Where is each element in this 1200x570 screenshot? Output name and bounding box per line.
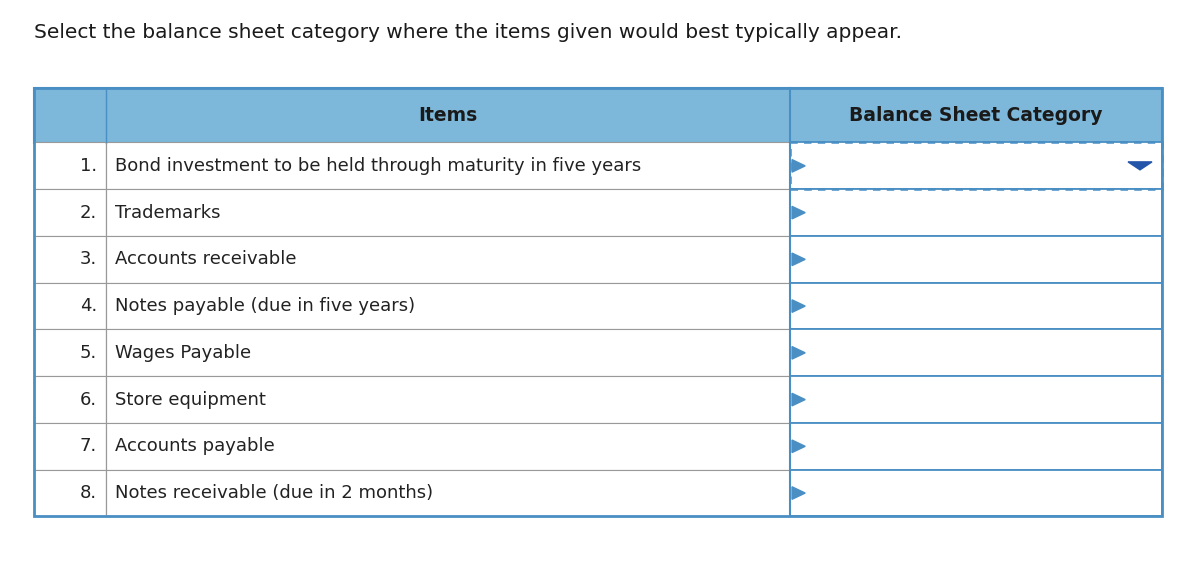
Text: Accounts receivable: Accounts receivable xyxy=(115,250,296,268)
Text: Bond investment to be held through maturity in five years: Bond investment to be held through matur… xyxy=(115,157,642,175)
Text: Select the balance sheet category where the items given would best typically app: Select the balance sheet category where … xyxy=(34,23,901,42)
Bar xyxy=(790,236,1162,283)
Bar xyxy=(34,423,106,470)
Polygon shape xyxy=(792,206,805,219)
Bar xyxy=(106,236,790,283)
Bar xyxy=(790,329,1162,376)
Bar xyxy=(790,376,1162,423)
Bar xyxy=(106,189,790,236)
Polygon shape xyxy=(792,393,805,406)
Polygon shape xyxy=(1128,162,1152,170)
Bar xyxy=(106,470,790,516)
Bar xyxy=(790,283,1162,329)
Bar xyxy=(106,142,790,189)
Text: 7.: 7. xyxy=(80,437,97,455)
Bar xyxy=(790,142,1162,189)
Text: Store equipment: Store equipment xyxy=(115,390,266,409)
Bar xyxy=(34,329,106,376)
Text: 8.: 8. xyxy=(80,484,97,502)
Bar xyxy=(34,142,106,189)
Polygon shape xyxy=(792,300,805,312)
Text: 5.: 5. xyxy=(80,344,97,362)
Polygon shape xyxy=(792,160,805,172)
Bar xyxy=(34,88,1162,516)
Text: 2.: 2. xyxy=(80,203,97,222)
Text: 1.: 1. xyxy=(80,157,97,175)
Polygon shape xyxy=(792,253,805,266)
Bar xyxy=(34,470,106,516)
Text: Accounts payable: Accounts payable xyxy=(115,437,275,455)
Text: Balance Sheet Category: Balance Sheet Category xyxy=(848,106,1103,125)
Text: Notes receivable (due in 2 months): Notes receivable (due in 2 months) xyxy=(115,484,433,502)
Text: Wages Payable: Wages Payable xyxy=(115,344,251,362)
Polygon shape xyxy=(792,347,805,359)
Bar xyxy=(790,142,1162,189)
Text: 4.: 4. xyxy=(80,297,97,315)
Bar xyxy=(106,329,790,376)
Text: Notes payable (due in five years): Notes payable (due in five years) xyxy=(115,297,415,315)
Text: Items: Items xyxy=(418,106,478,125)
Text: 3.: 3. xyxy=(80,250,97,268)
Bar xyxy=(34,88,1162,142)
Text: 6.: 6. xyxy=(80,390,97,409)
Bar xyxy=(106,423,790,470)
Bar xyxy=(790,423,1162,470)
Bar xyxy=(34,236,106,283)
Bar xyxy=(790,470,1162,516)
Bar xyxy=(106,283,790,329)
Polygon shape xyxy=(792,440,805,453)
Polygon shape xyxy=(792,487,805,499)
Bar xyxy=(34,189,106,236)
Text: Trademarks: Trademarks xyxy=(115,203,221,222)
Bar xyxy=(34,283,106,329)
Bar xyxy=(106,376,790,423)
Bar xyxy=(790,189,1162,236)
Bar xyxy=(34,376,106,423)
